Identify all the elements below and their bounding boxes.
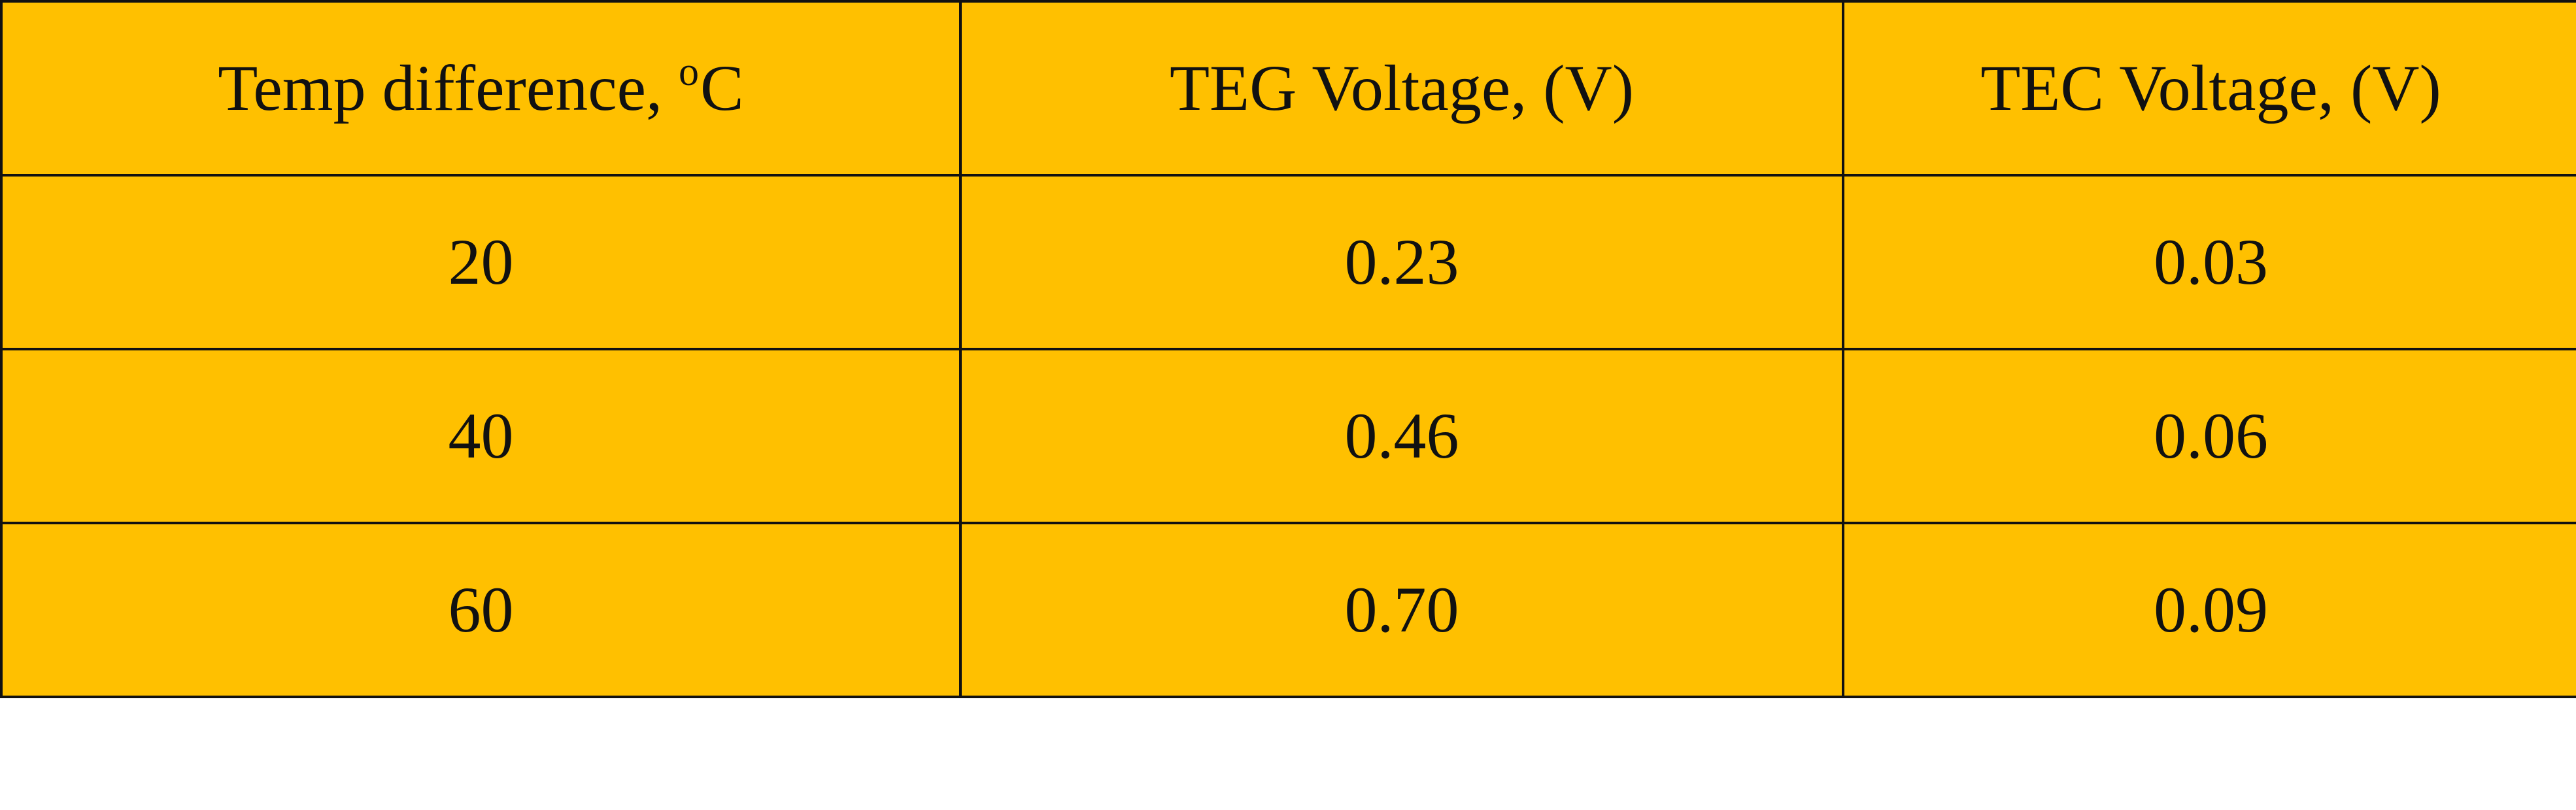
header-row: Temp difference, oC TEG Voltage, (V) TEC… bbox=[0, 0, 2576, 177]
degree-superscript: o bbox=[678, 50, 699, 94]
cell-teg: 0.46 bbox=[959, 348, 1844, 524]
table-header: Temp difference, oC TEG Voltage, (V) TEC… bbox=[0, 0, 2576, 177]
header-temp-unit: C bbox=[700, 52, 744, 124]
table-row: 60 0.70 0.09 bbox=[0, 522, 2576, 698]
cell-tec: 0.09 bbox=[1842, 522, 2576, 698]
cell-teg: 0.23 bbox=[959, 174, 1844, 350]
table-row: 40 0.46 0.06 bbox=[0, 348, 2576, 524]
table-row: 20 0.23 0.03 bbox=[0, 174, 2576, 350]
cell-temp: 60 bbox=[0, 522, 962, 698]
cell-tec: 0.03 bbox=[1842, 174, 2576, 350]
header-tec-voltage: TEC Voltage, (V) bbox=[1842, 0, 2576, 177]
cell-tec: 0.06 bbox=[1842, 348, 2576, 524]
voltage-table: Temp difference, oC TEG Voltage, (V) TEC… bbox=[0, 0, 2576, 698]
header-temp-label: Temp difference, bbox=[218, 52, 679, 124]
table-body: 20 0.23 0.03 40 0.46 0.06 60 0.70 0.09 bbox=[0, 174, 2576, 698]
cell-temp: 20 bbox=[0, 174, 962, 350]
header-teg-voltage: TEG Voltage, (V) bbox=[959, 0, 1844, 177]
header-temp-difference: Temp difference, oC bbox=[0, 0, 962, 177]
cell-temp: 40 bbox=[0, 348, 962, 524]
cell-teg: 0.70 bbox=[959, 522, 1844, 698]
